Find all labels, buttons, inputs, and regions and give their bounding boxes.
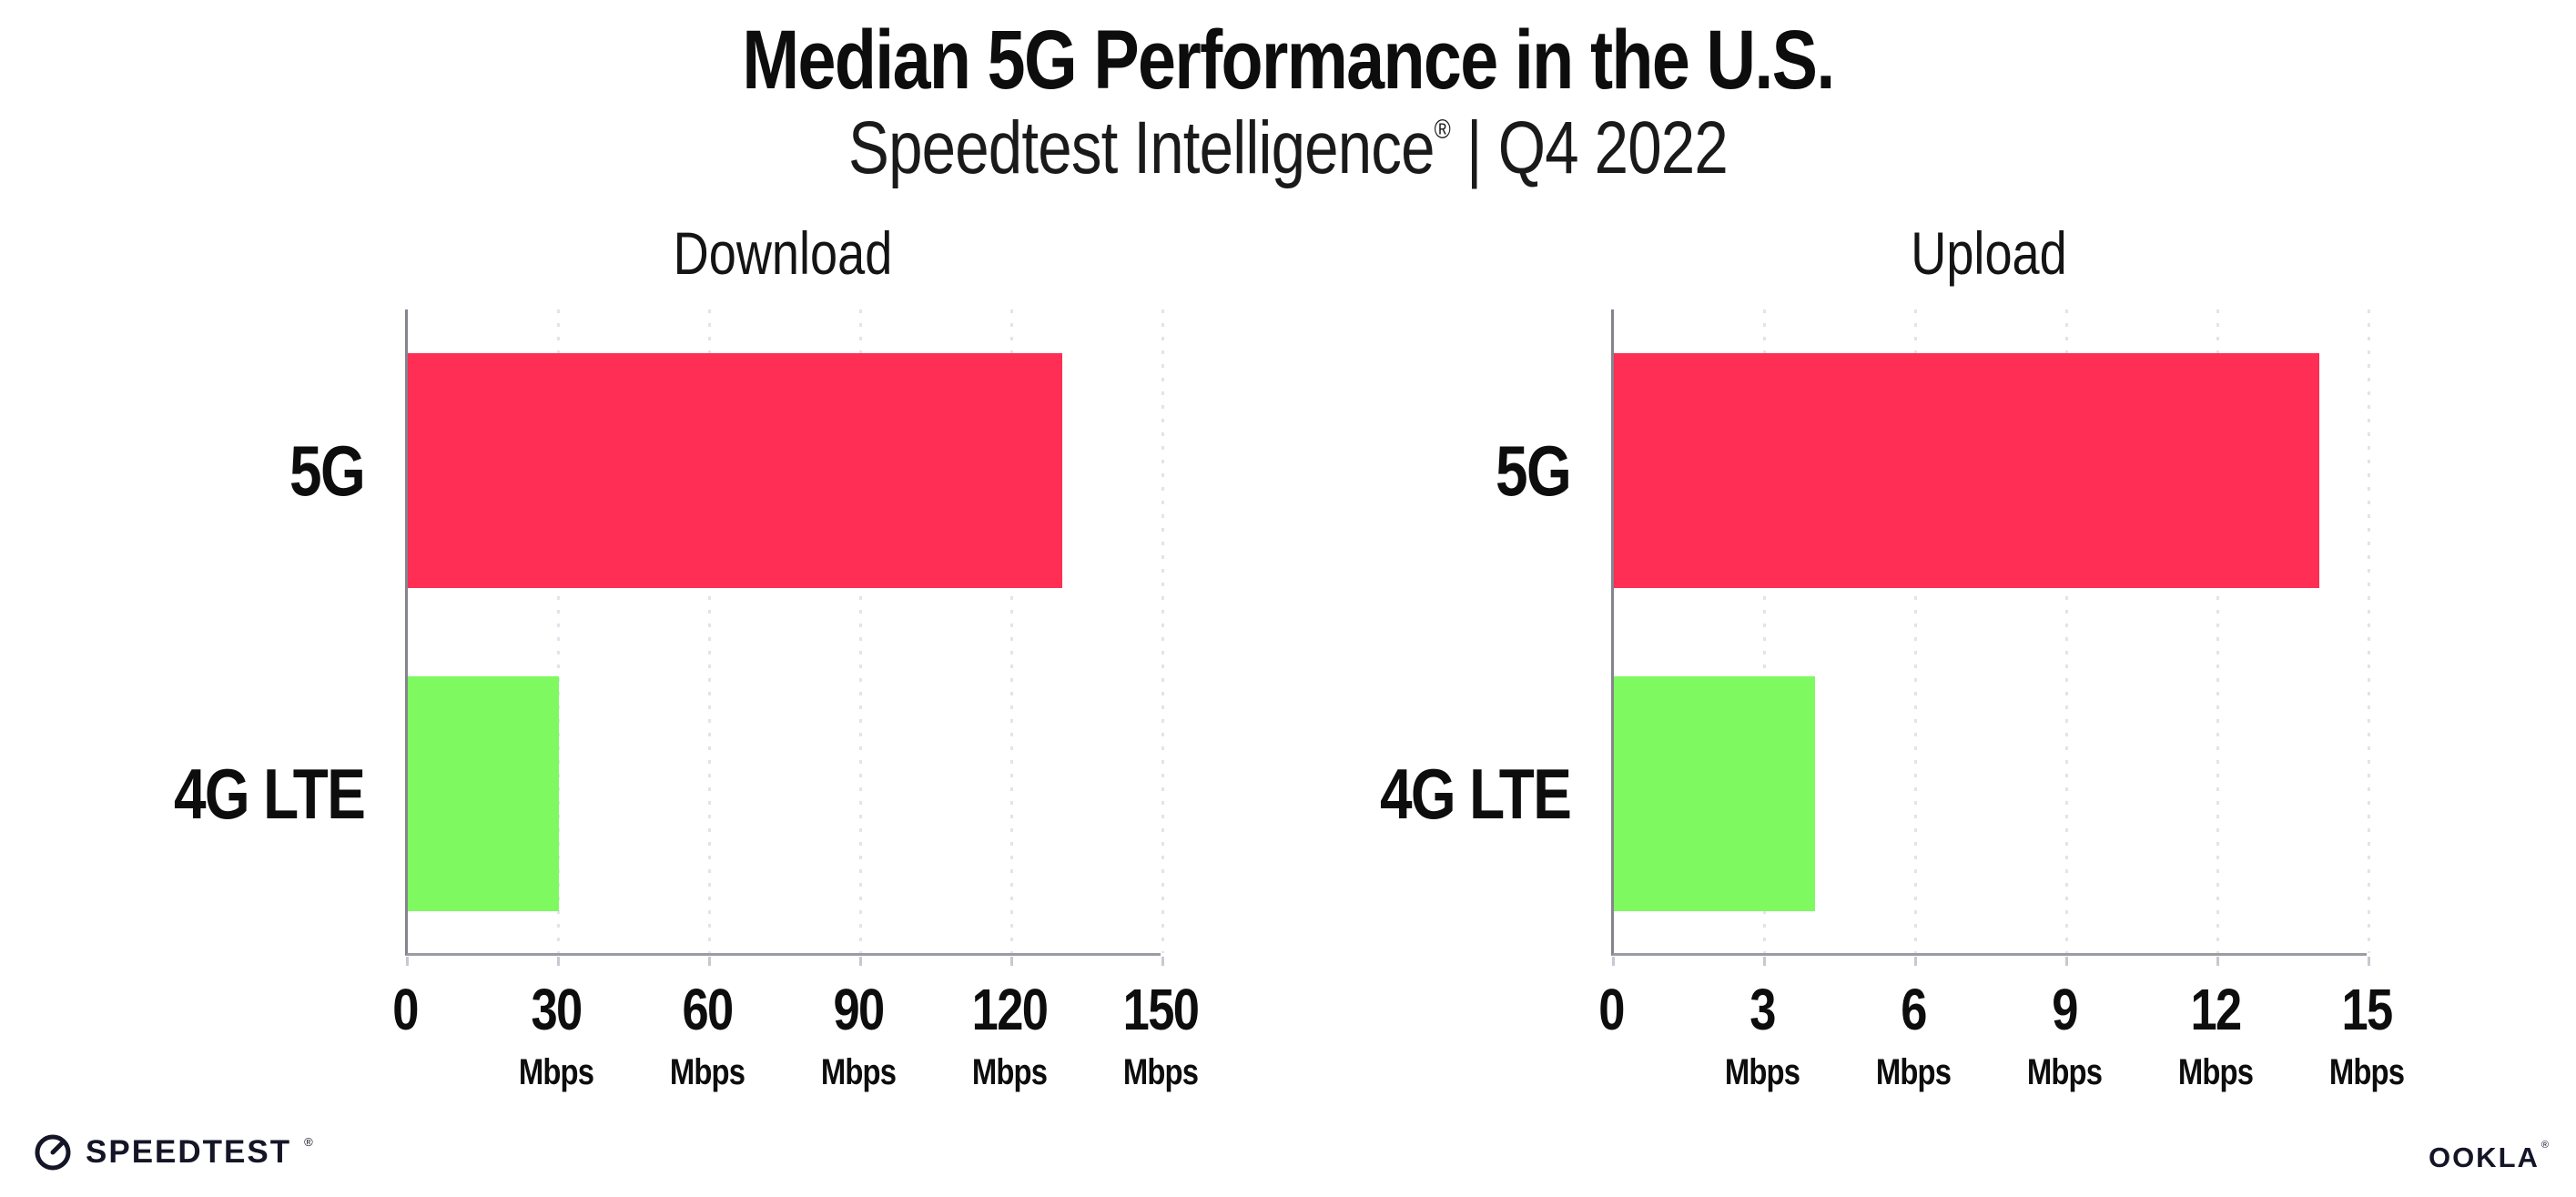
- tickmark-0: [406, 957, 409, 966]
- tickmark-15: [2368, 957, 2370, 966]
- tickmark-30: [557, 957, 560, 966]
- x-tick-value: 3: [1749, 977, 1776, 1042]
- gridline-3: [1763, 309, 1766, 953]
- x-tick-unit: Mbps: [1724, 1052, 1800, 1092]
- download-plot-area: [405, 309, 1164, 966]
- x-tick-unit: Mbps: [2177, 1052, 2254, 1092]
- download-chart: Download 5G 4G LTE 0 30 Mbps 60 Mbps 90 Mbps 120…: [105, 218, 1200, 1129]
- gridline-9: [2065, 309, 2068, 953]
- speedtest-logo: SPEEDTEST ®: [33, 1132, 313, 1172]
- upload-x-axis: 0 3 Mbps 6 Mbps 9 Mbps 12 Mbps 15 Mbps: [1598, 976, 2405, 1121]
- x-tick-value: 6: [1901, 977, 1927, 1042]
- x-tick-90: 90 Mbps: [776, 976, 940, 1094]
- x-tick-unit: [338, 1052, 472, 1094]
- x-tick-unit: Mbps: [1122, 1052, 1199, 1092]
- x-tick-120: 120 Mbps: [928, 976, 1091, 1094]
- registered-mark: ®: [1434, 115, 1451, 145]
- subtitle-separator: |: [1466, 107, 1482, 189]
- gridline-12: [2216, 309, 2219, 953]
- y-label-text: 5G: [1495, 431, 1572, 511]
- x-tick-unit: Mbps: [971, 1052, 1048, 1092]
- gridline-60: [708, 309, 711, 953]
- x-tick-value: 0: [392, 977, 419, 1042]
- x-tick-30: 30 Mbps: [474, 976, 638, 1094]
- tickmark-60: [708, 957, 711, 966]
- upload-chart: Upload 5G 4G LTE 0 3 Mbps 6 Mbps 9 Mbps 12 Mbps 15…: [1311, 218, 2405, 1129]
- gridline-6: [1914, 309, 1917, 953]
- bar-4g-lte: [1614, 676, 1816, 911]
- x-tick-15: 15 Mbps: [2285, 976, 2449, 1094]
- x-tick-value: 0: [1598, 977, 1625, 1042]
- tickmark-12: [2216, 957, 2219, 966]
- x-tick-value: 60: [682, 977, 734, 1042]
- x-tick-value: 12: [2190, 977, 2242, 1042]
- tickmark-150: [1161, 957, 1164, 966]
- ookla-wordmark: OOKLA: [2428, 1141, 2540, 1173]
- tickmark-90: [859, 957, 862, 966]
- x-tick-9: 9 Mbps: [1983, 976, 2146, 1094]
- x-tick-unit: Mbps: [1875, 1052, 1952, 1092]
- x-tick-unit: Mbps: [518, 1052, 594, 1092]
- upload-chart-title: Upload: [1911, 219, 2067, 287]
- x-tick-0: 0: [1529, 976, 1693, 1094]
- y-label-text: 4G LTE: [1379, 754, 1572, 834]
- ookla-registered-mark: ®: [2541, 1140, 2549, 1151]
- x-tick-unit: Mbps: [669, 1052, 745, 1092]
- ookla-logo: OOKLA ®: [2428, 1140, 2549, 1174]
- x-tick-unit: Mbps: [2328, 1052, 2405, 1092]
- subtitle-brand: Speedtest Intelligence: [848, 107, 1435, 189]
- download-chart-title: Download: [673, 219, 893, 287]
- x-tick-unit: Mbps: [820, 1052, 897, 1092]
- x-tick-60: 60 Mbps: [625, 976, 789, 1094]
- page-subtitle: Speedtest Intelligence® | Q4 2022: [232, 106, 2345, 191]
- gridline-120: [1010, 309, 1013, 953]
- gridline-150: [1161, 309, 1164, 953]
- x-tick-12: 12 Mbps: [2134, 976, 2297, 1094]
- bar-5g: [408, 353, 1063, 588]
- x-tick-unit: Mbps: [2026, 1052, 2103, 1092]
- gridline-30: [557, 309, 560, 953]
- bar-4g-lte: [408, 676, 559, 911]
- tickmark-6: [1914, 957, 1917, 966]
- x-tick-value: 15: [2341, 977, 2393, 1042]
- y-label-5g: 5G: [105, 309, 366, 633]
- tickmark-9: [2065, 957, 2068, 966]
- page-title: Median 5G Performance in the U.S.: [742, 14, 1835, 107]
- x-tick-150: 150 Mbps: [1079, 976, 1242, 1094]
- speedtest-wordmark: SPEEDTEST: [86, 1134, 292, 1170]
- tickmark-0: [1612, 957, 1615, 966]
- x-tick-value: 120: [971, 977, 1049, 1042]
- gridline-15: [2368, 309, 2370, 953]
- x-tick-0: 0: [323, 976, 487, 1094]
- x-tick-value: 90: [833, 977, 885, 1042]
- y-label-5g: 5G: [1311, 309, 1572, 633]
- y-label-4g-lte: 4G LTE: [105, 633, 366, 956]
- subtitle-period: Q4 2022: [1497, 107, 1729, 189]
- x-tick-6: 6 Mbps: [1831, 976, 1995, 1094]
- speedtest-registered-mark: ®: [304, 1134, 313, 1149]
- y-label-text: 4G LTE: [173, 754, 366, 834]
- tickmark-120: [1010, 957, 1013, 966]
- x-tick-unit: [1544, 1052, 1678, 1094]
- y-label-4g-lte: 4G LTE: [1311, 633, 1572, 956]
- y-label-text: 5G: [289, 431, 366, 511]
- upload-plot-area: [1611, 309, 2370, 966]
- x-tick-value: 30: [531, 977, 583, 1042]
- gridline-90: [859, 309, 862, 953]
- upload-y-axis-labels: 5G 4G LTE: [1311, 309, 1572, 956]
- x-tick-value: 150: [1122, 977, 1200, 1042]
- x-tick-value: 9: [2052, 977, 2078, 1042]
- download-x-axis: 0 30 Mbps 60 Mbps 90 Mbps 120 Mbps 150 Mbps: [392, 976, 1200, 1121]
- speedtest-gauge-icon: [35, 1134, 71, 1171]
- tickmark-3: [1763, 957, 1766, 966]
- bar-5g: [1614, 353, 2319, 588]
- download-y-axis-labels: 5G 4G LTE: [105, 309, 366, 956]
- x-tick-3: 3 Mbps: [1680, 976, 1844, 1094]
